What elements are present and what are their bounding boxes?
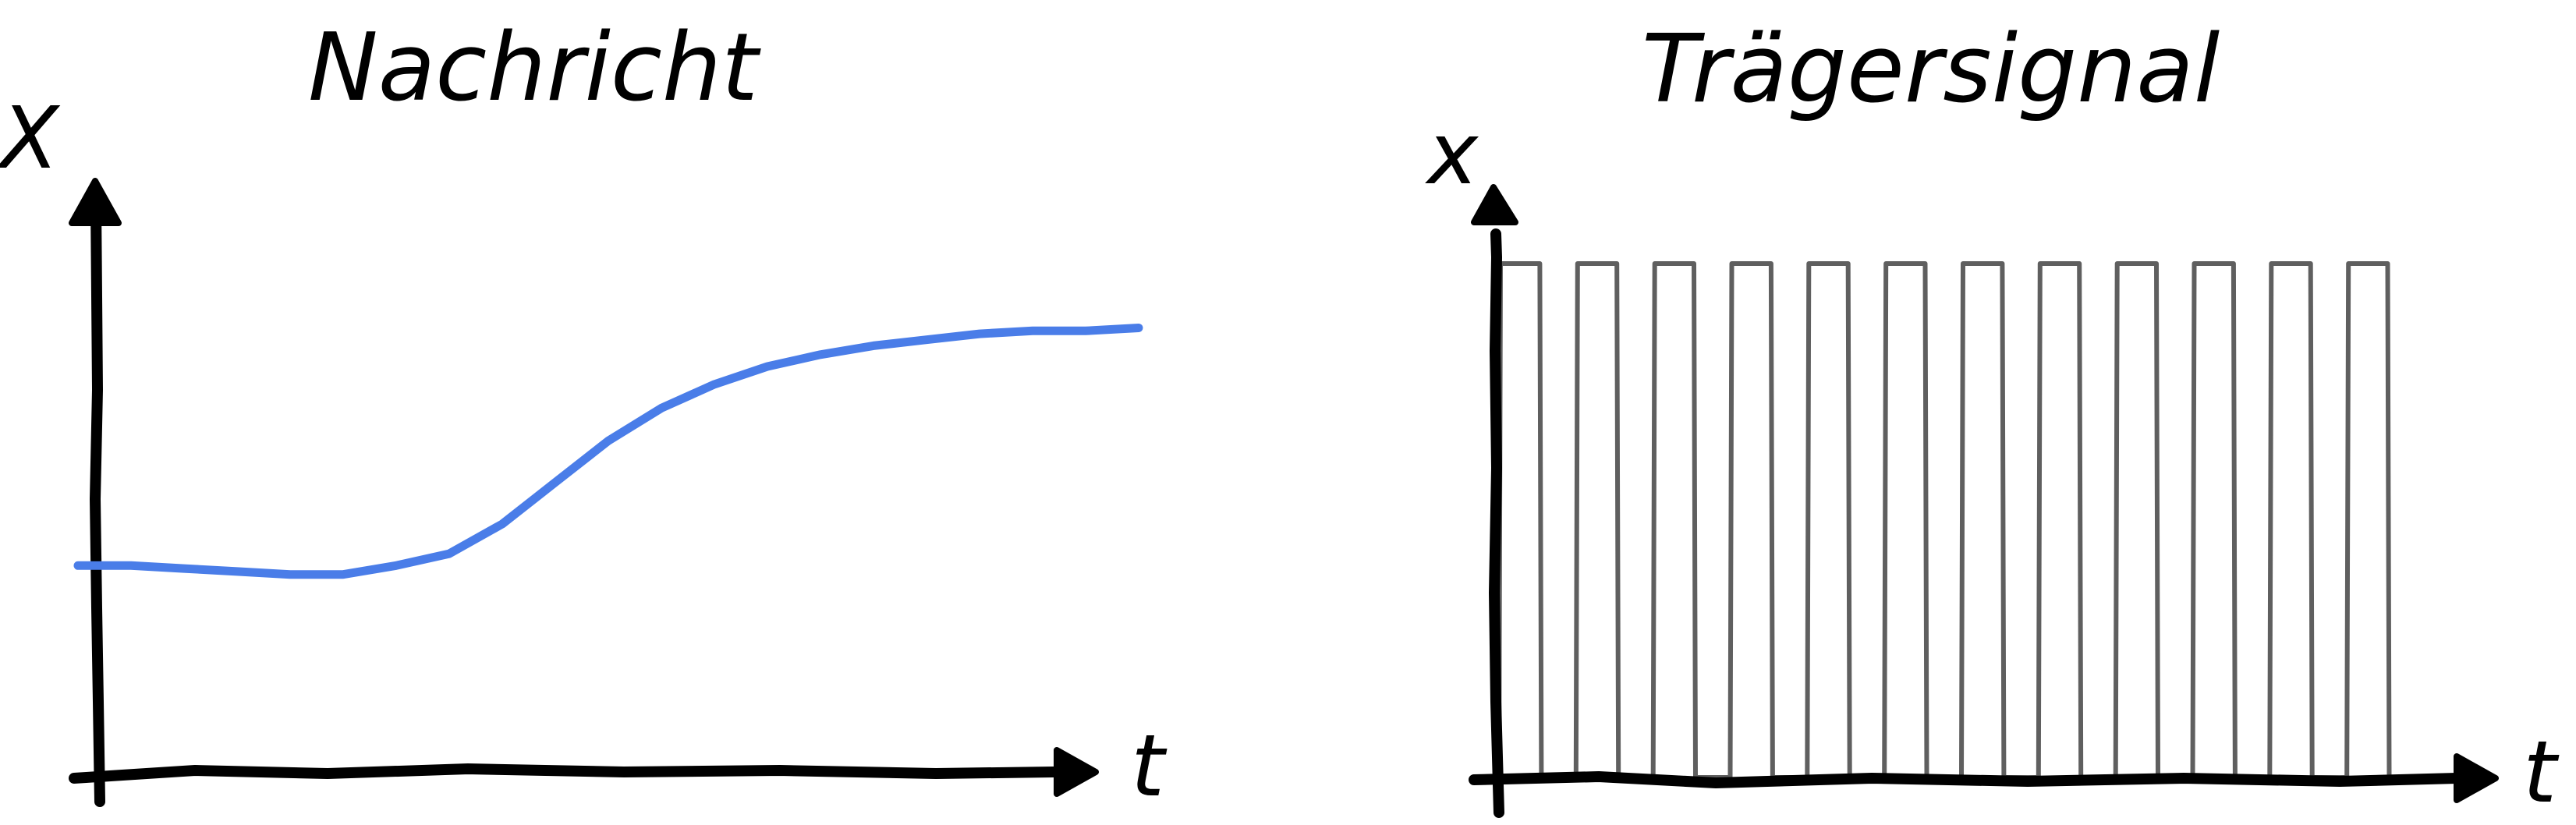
carrier-y-axis-label: x <box>1425 104 1479 204</box>
message-y-axis <box>90 186 105 807</box>
message-y-axis-label: X <box>0 88 61 188</box>
carrier-title: Trägersignal <box>1642 16 2220 124</box>
message-y-axis-arrowhead <box>69 178 122 226</box>
message-panel: Nachricht X t <box>0 14 1168 816</box>
message-x-axis-arrowhead <box>1054 747 1099 797</box>
message-x-axis <box>69 763 1082 784</box>
carrier-y-axis-arrowhead <box>1471 184 1518 225</box>
carrier-panel: Trägersignal x t <box>1425 16 2560 822</box>
message-x-axis-label: t <box>1131 716 1168 816</box>
carrier-x-axis-arrowhead <box>2454 753 2499 803</box>
message-curve <box>73 324 1143 579</box>
carrier-x-axis <box>1469 771 2474 788</box>
message-title: Nachricht <box>308 14 761 122</box>
carrier-x-axis-label: t <box>2523 722 2560 822</box>
carrier-y-axis <box>1489 228 1504 818</box>
carrier-wave <box>1497 261 2426 780</box>
